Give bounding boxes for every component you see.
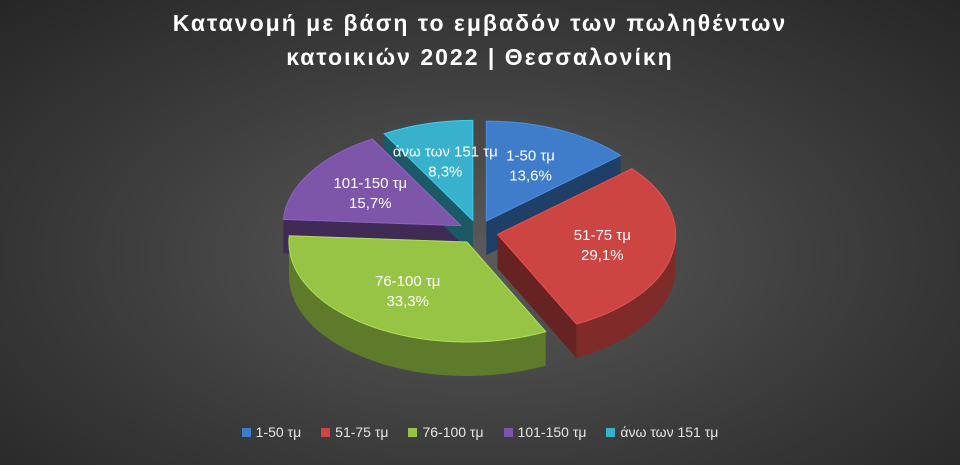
legend-swatch-4 — [503, 427, 513, 437]
data-label-3: 76-100 τμ 33,3% — [375, 273, 440, 310]
legend-swatch-2 — [321, 427, 331, 437]
data-label-1: 1-50 τμ 13,6% — [506, 147, 555, 184]
legend-swatch-5 — [606, 427, 616, 437]
pie-slice-4 — [282, 138, 463, 227]
legend-label-5: άνω των 151 τμ — [620, 424, 719, 440]
chart-title-line-1: Κατανομή με βάση το εμβαδόν των πωληθέντ… — [172, 10, 788, 36]
slice-side-3 — [288, 241, 546, 376]
legend: 1-50 τμ 51-75 τμ 76-100 τμ 101-150 τμ άνω τω… — [0, 424, 960, 440]
pie-slice-5 — [383, 119, 474, 222]
data-label-category-2: 51-75 τμ — [574, 227, 631, 244]
legend-item-1: 1-50 τμ — [241, 424, 302, 440]
data-label-category-1: 1-50 τμ — [506, 147, 555, 164]
legend-item-2: 51-75 τμ — [321, 424, 388, 440]
legend-label-4: 101-150 τμ — [517, 424, 587, 440]
data-label-5: άνω των 151 τμ 8,3% — [393, 143, 498, 180]
data-label-category-4: 101-150 τμ — [333, 175, 407, 192]
slice-wall-2-2 — [497, 234, 577, 359]
legend-item-5: άνω των 151 τμ — [606, 424, 718, 440]
data-label-value-2: 29,1% — [581, 247, 624, 264]
legend-item-4: 101-150 τμ — [503, 424, 587, 440]
data-label-value-5: 8,3% — [428, 163, 462, 180]
legend-label-3: 76-100 τμ — [422, 424, 484, 440]
legend-item-3: 76-100 τμ — [408, 424, 484, 440]
data-label-category-5: άνω των 151 τμ — [393, 143, 498, 160]
chart-title-line-2: κατοικιών 2022 | Θεσσαλονίκη — [286, 44, 674, 70]
pie-slice-2 — [496, 168, 677, 325]
legend-swatch-1 — [241, 427, 251, 437]
pie-slice-1 — [485, 120, 622, 222]
pie-slice-3 — [288, 235, 547, 343]
data-label-value-3: 33,3% — [386, 293, 429, 310]
data-label-2: 51-75 τμ 29,1% — [574, 227, 631, 264]
legend-label-1: 1-50 τμ — [255, 424, 302, 440]
data-label-category-3: 76-100 τμ — [375, 273, 440, 290]
data-label-value-1: 13,6% — [509, 167, 552, 184]
data-label-4: 101-150 τμ 15,7% — [333, 175, 407, 212]
legend-label-2: 51-75 τμ — [335, 424, 389, 440]
pie-tops — [282, 119, 677, 343]
data-label-value-4: 15,7% — [349, 195, 392, 212]
legend-swatch-3 — [408, 427, 418, 437]
pie-labels: 1-50 τμ 13,6% 51-75 τμ 29,1% 76-100 τμ 33,3% 1… — [333, 143, 630, 309]
slice-side-2 — [576, 234, 676, 359]
chart-title: Κατανομή με βάση το εμβαδόν των πωληθέντ… — [0, 6, 960, 74]
